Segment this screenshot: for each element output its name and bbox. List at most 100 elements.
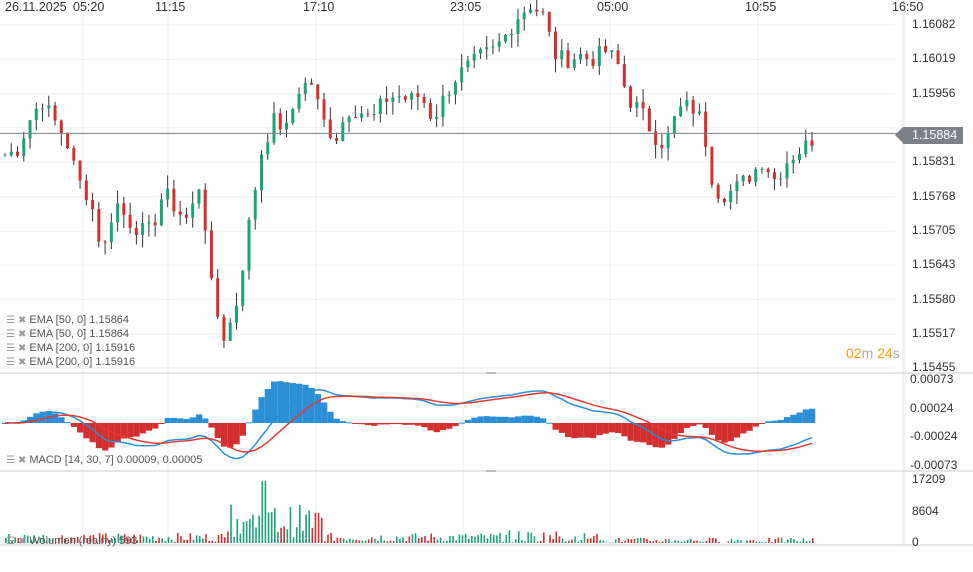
settings-icon[interactable]: ☰ <box>6 454 15 466</box>
close-icon[interactable]: ✖ <box>17 342 27 354</box>
macd-histogram-bar <box>58 417 65 423</box>
volume-bar <box>286 529 289 543</box>
settings-icon[interactable]: ☰ <box>6 356 15 368</box>
volume-bar <box>736 539 739 543</box>
volume-bar <box>55 541 57 543</box>
volume-bar <box>580 539 583 543</box>
volume-bar <box>277 531 279 543</box>
volume-bar <box>133 534 135 543</box>
price-tick: 1.15705 <box>912 223 956 238</box>
macd-histogram-bar <box>333 418 340 423</box>
macd-histogram-bar <box>39 411 46 423</box>
volume-bar <box>786 539 789 543</box>
macd-histogram-bar <box>77 423 84 433</box>
volume-bar <box>596 533 598 543</box>
candle-body <box>604 46 608 53</box>
volume-bar <box>705 540 708 543</box>
candle-body <box>266 142 270 155</box>
volume-bar <box>427 540 429 543</box>
volume-bar <box>20 539 23 543</box>
volume-bar <box>120 535 123 543</box>
time-tick: 05:00 <box>597 0 629 14</box>
price-tick: 1.15956 <box>912 85 956 100</box>
macd-histogram-bar <box>352 423 359 424</box>
volume-bar <box>267 512 270 543</box>
indicator-volume[interactable]: ☰ ✖ Wolumen (realny) 593 <box>6 535 137 547</box>
volume-bar <box>283 526 285 543</box>
volume-bar <box>292 537 295 543</box>
close-icon[interactable]: ✖ <box>17 328 27 340</box>
volume-bar <box>220 533 223 543</box>
macd-histogram-bar <box>546 422 553 424</box>
close-icon[interactable]: ✖ <box>17 314 27 326</box>
macd-histogram-bar <box>189 417 196 423</box>
volume-bar <box>680 541 683 543</box>
macd-histogram-bar <box>233 423 240 445</box>
candle-body <box>128 214 132 228</box>
candle-body <box>535 9 539 12</box>
macd-histogram-bar <box>127 423 134 438</box>
volume-bar <box>555 531 558 543</box>
candle-body <box>641 102 645 109</box>
macd-histogram-bar <box>809 408 816 423</box>
candle-body <box>322 99 326 120</box>
price-tick: 1.15580 <box>912 291 956 306</box>
macd-tick: 0.00024 <box>910 400 954 415</box>
macd-histogram-bar <box>402 423 409 425</box>
volume-bar <box>280 527 282 543</box>
macd-histogram-bar <box>708 423 716 435</box>
volume-bar <box>214 541 217 543</box>
volume-bar <box>758 541 761 543</box>
macd-histogram-bar <box>727 423 734 442</box>
candle-body <box>391 97 395 102</box>
macd-histogram-bar <box>646 423 653 445</box>
volume-bar <box>195 535 198 543</box>
settings-icon[interactable]: ☰ <box>6 342 15 354</box>
volume-bar <box>449 536 451 543</box>
indicator-ema-4[interactable]: ☰ ✖ EMA [200, 0] 1.15916 <box>6 356 135 368</box>
close-icon[interactable]: ✖ <box>17 356 27 368</box>
candle-body <box>109 222 113 243</box>
indicator-macd[interactable]: ☰ ✖ MACD [14, 30, 7] 0.00009, 0.00005 <box>6 454 202 466</box>
close-icon[interactable]: ✖ <box>17 454 27 466</box>
candle-body <box>522 12 526 19</box>
volume-tick: 8604 <box>912 503 939 518</box>
settings-icon[interactable]: ☰ <box>6 314 15 326</box>
indicator-ema-2[interactable]: ☰ ✖ EMA [50, 0] 1.15864 <box>6 328 129 340</box>
candle-body <box>629 86 633 108</box>
volume-bar <box>170 539 173 543</box>
macd-histogram-bar <box>214 423 221 439</box>
volume-bar <box>136 540 138 543</box>
indicator-label: MACD [14, 30, 7] 0.00009, 0.00005 <box>29 454 203 466</box>
candle-body <box>147 222 151 224</box>
candle-body <box>84 180 88 201</box>
indicator-label: EMA [50, 0] 1.15864 <box>29 314 130 326</box>
indicator-ema-3[interactable]: ☰ ✖ EMA [200, 0] 1.15916 <box>6 342 135 354</box>
macd-histogram-bar <box>533 416 540 423</box>
volume-bar <box>186 539 189 543</box>
macd-histogram-bar <box>483 416 490 423</box>
volume-bar <box>718 542 720 543</box>
macd-histogram-bar <box>702 423 709 428</box>
candle-body <box>441 95 445 117</box>
price-tick: 1.15455 <box>912 360 956 374</box>
price-tick: 1.15768 <box>912 188 956 203</box>
volume-bar <box>339 537 342 543</box>
indicator-ema-1[interactable]: ☰ ✖ EMA [50, 0] 1.15864 <box>6 314 129 326</box>
candle-body <box>797 153 801 160</box>
volume-bar <box>564 541 567 543</box>
volume-bar <box>505 534 508 543</box>
settings-icon[interactable]: ☰ <box>6 535 15 547</box>
volume-bar <box>327 534 329 543</box>
volume-bar <box>130 538 132 543</box>
candle-body <box>153 222 157 226</box>
volume-bar <box>517 531 520 543</box>
candle-body <box>397 96 401 98</box>
volume-bar <box>639 537 642 543</box>
candle-body <box>178 211 182 215</box>
candle-body <box>716 184 720 199</box>
close-icon[interactable]: ✖ <box>17 535 27 547</box>
settings-icon[interactable]: ☰ <box>6 328 15 340</box>
volume-bar <box>480 533 483 543</box>
